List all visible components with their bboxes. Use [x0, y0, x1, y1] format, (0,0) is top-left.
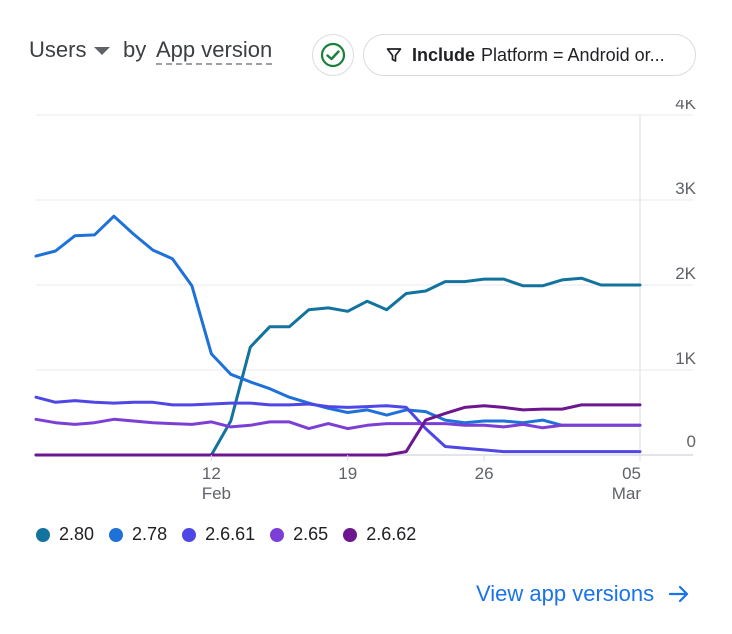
y-tick-label: 0 — [687, 432, 696, 451]
x-tick-label: 19 — [338, 464, 357, 483]
legend-swatch — [343, 527, 358, 542]
chart-header: Users by App version Include Platform = … — [0, 30, 732, 80]
legend: 2.80 2.78 2.6.61 2.65 2.6.62 — [36, 524, 431, 545]
grid-lines — [36, 114, 693, 461]
by-label: by — [123, 37, 147, 62]
x-tick-label: 12 — [202, 464, 221, 483]
series-line-2.6.62[interactable] — [34, 403, 642, 457]
legend-swatch — [182, 527, 197, 542]
legend-item[interactable]: 2.78 — [109, 524, 167, 545]
legend-label: 2.6.62 — [366, 524, 417, 544]
filter-chip[interactable]: Include Platform = Android or... — [363, 34, 696, 76]
series-line-2.78[interactable] — [34, 214, 642, 427]
filter-keyword: Include — [412, 44, 476, 65]
view-app-versions-link[interactable]: View app versions — [476, 581, 690, 607]
series-lines — [34, 214, 642, 457]
y-tick-label: 4K — [675, 100, 696, 113]
legend-item[interactable]: 2.6.62 — [343, 524, 416, 545]
legend-label: 2.6.61 — [205, 524, 256, 544]
metric-label: Users — [29, 37, 87, 62]
y-tick-label: 1K — [675, 349, 696, 368]
legend-item[interactable]: 2.80 — [36, 524, 94, 545]
x-tick-label: 05 — [622, 464, 641, 483]
check-circle-icon — [320, 42, 346, 68]
series-line-2.80[interactable] — [34, 276, 642, 457]
legend-item[interactable]: 2.65 — [270, 524, 328, 545]
legend-swatch — [36, 527, 50, 542]
legend-label: 2.65 — [293, 524, 329, 544]
legend-label: 2.80 — [59, 524, 95, 544]
caret-down-icon — [94, 47, 111, 55]
filter-icon — [386, 48, 402, 62]
series-line-2.6.61[interactable] — [34, 395, 642, 454]
metric-dropdown[interactable]: Users — [29, 37, 111, 63]
legend-swatch — [270, 527, 285, 542]
y-axis-ticks: 0 1K 2K 3K 4K — [675, 100, 696, 451]
legend-item[interactable]: 2.6.61 — [182, 524, 255, 545]
view-link-label: View app versions — [476, 581, 655, 606]
x-tick-label: 26 — [475, 464, 494, 483]
series-line-2.65[interactable] — [34, 417, 642, 431]
x-tick-month-label: Feb — [202, 484, 231, 503]
legend-swatch — [109, 527, 124, 542]
arrow-right-icon — [669, 585, 689, 603]
y-tick-label: 3K — [675, 179, 696, 198]
dimension-selector[interactable]: App version — [156, 37, 273, 65]
filter-text: Platform = Android or... — [481, 44, 665, 65]
y-tick-label: 2K — [675, 264, 696, 283]
check-button[interactable] — [312, 34, 354, 76]
x-tick-month-label: Mar — [612, 484, 642, 503]
legend-label: 2.78 — [132, 524, 168, 544]
